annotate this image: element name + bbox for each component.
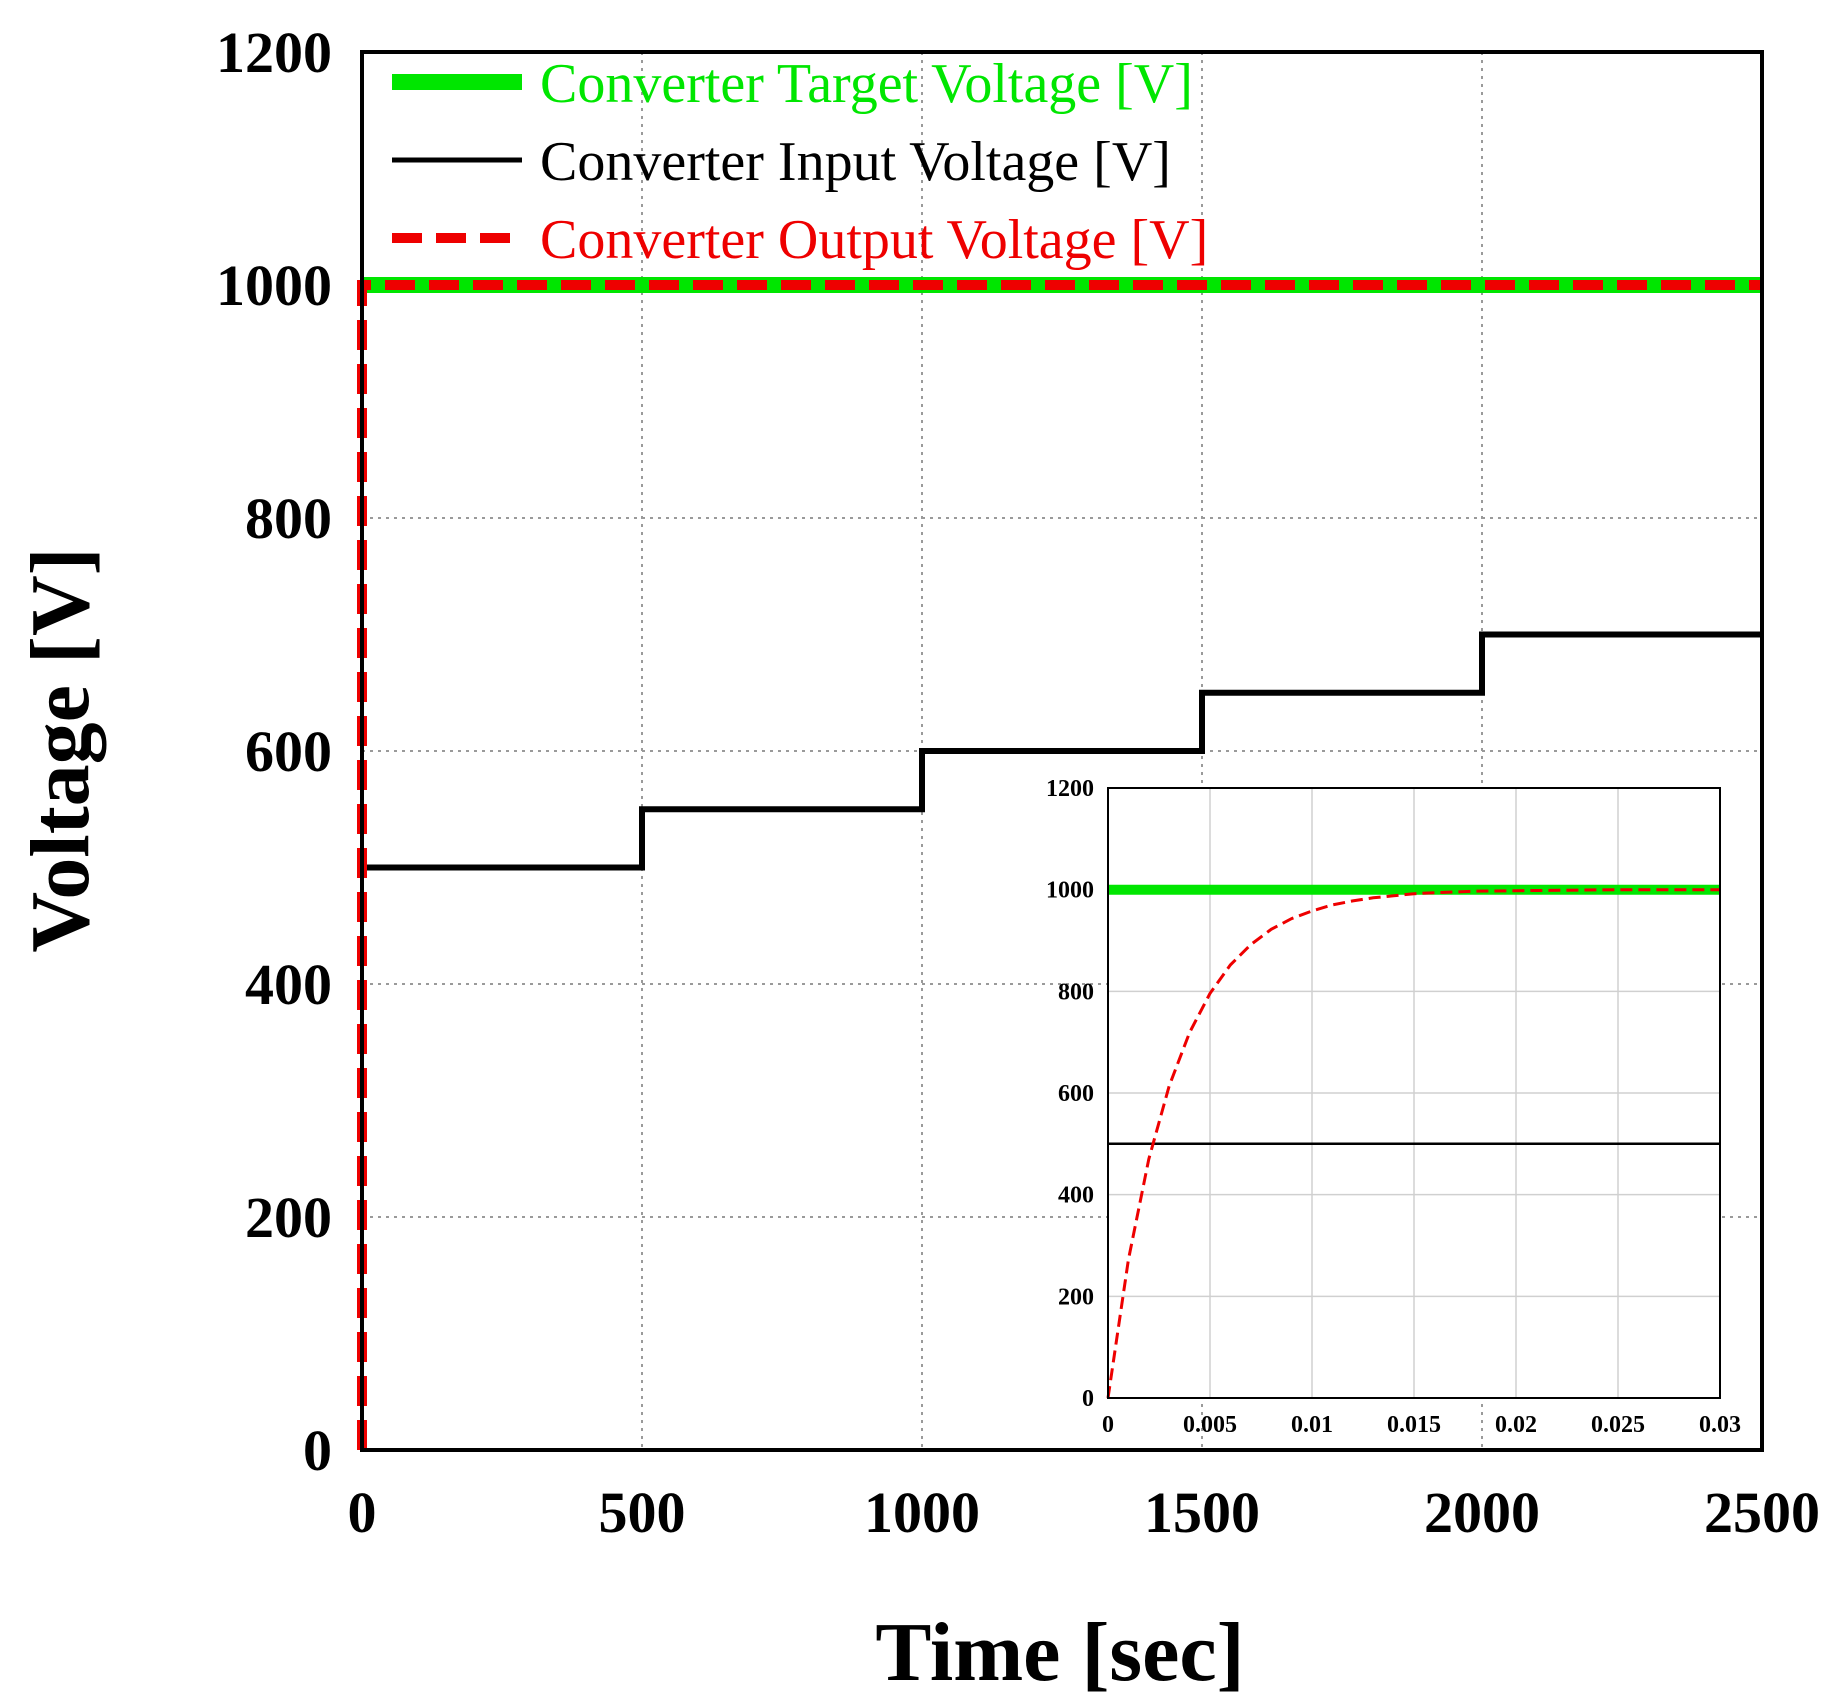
inset-x-tick-label: 0.03 [1699,1412,1741,1438]
main-x-tick-label: 0 [348,1480,377,1545]
inset-x-tick-label: 0.025 [1591,1412,1645,1438]
inset-x-tick-labels: 0 0.005 0.01 0.015 0.02 0.025 0.03 [1102,1412,1741,1438]
main-y-tick-label: 1200 [216,20,332,85]
legend: Converter Target Voltage [V] Converter I… [392,53,1208,271]
inset-y-tick-label: 0 [1082,1386,1094,1412]
main-x-tick-label: 2500 [1704,1480,1820,1545]
main-x-tick-label: 1000 [864,1480,980,1545]
main-y-tick-labels: 0 200 400 600 800 1000 1200 [216,20,332,1483]
inset-chart: 0 200 400 600 800 1000 1200 0 0.005 0.01 0.015 0.0… [1046,776,1741,1438]
inset-y-tick-label: 400 [1058,1183,1094,1209]
legend-label-target: Converter Target Voltage [V] [540,53,1193,115]
inset-x-tick-label: 0 [1102,1412,1114,1438]
main-y-tick-label: 0 [303,1418,332,1483]
main-x-tick-label: 2000 [1424,1480,1540,1545]
inset-x-tick-label: 0.01 [1291,1412,1333,1438]
main-series-line-2 [362,631,1762,871]
x-axis-title: Time [sec] [875,1606,1244,1695]
inset-y-tick-label: 1200 [1046,776,1094,802]
legend-label-input: Converter Input Voltage [V] [540,131,1171,193]
legend-label-output: Converter Output Voltage [V] [540,209,1208,271]
inset-series-line-3 [1106,888,1720,1399]
main-y-tick-label: 600 [245,719,332,784]
inset-y-tick-label: 800 [1058,979,1094,1005]
main-x-tick-labels: 0 500 1000 1500 2000 2500 [348,1480,1821,1545]
main-y-tick-label: 1000 [216,253,332,318]
main-y-tick-label: 200 [245,1185,332,1250]
inset-x-tick-label: 0.02 [1495,1412,1537,1438]
inset-y-tick-label: 1000 [1046,878,1094,904]
main-x-tick-label: 1500 [1144,1480,1260,1545]
inset-y-tick-label: 600 [1058,1081,1094,1107]
inset-y-tick-label: 200 [1058,1284,1094,1310]
main-y-tick-label: 400 [245,952,332,1017]
y-axis-title: Voltage [V] [14,547,107,952]
inset-plot-border [1107,787,1721,1399]
inset-x-tick-label: 0.015 [1387,1412,1441,1438]
inset-series [1106,884,1720,1399]
main-y-tick-label: 800 [245,486,332,551]
main-x-tick-label: 500 [599,1480,686,1545]
inset-x-tick-label: 0.005 [1183,1412,1237,1438]
main-plot-frame [360,50,1764,1452]
inset-y-tick-labels: 0 200 400 600 800 1000 1200 [1046,776,1094,1412]
